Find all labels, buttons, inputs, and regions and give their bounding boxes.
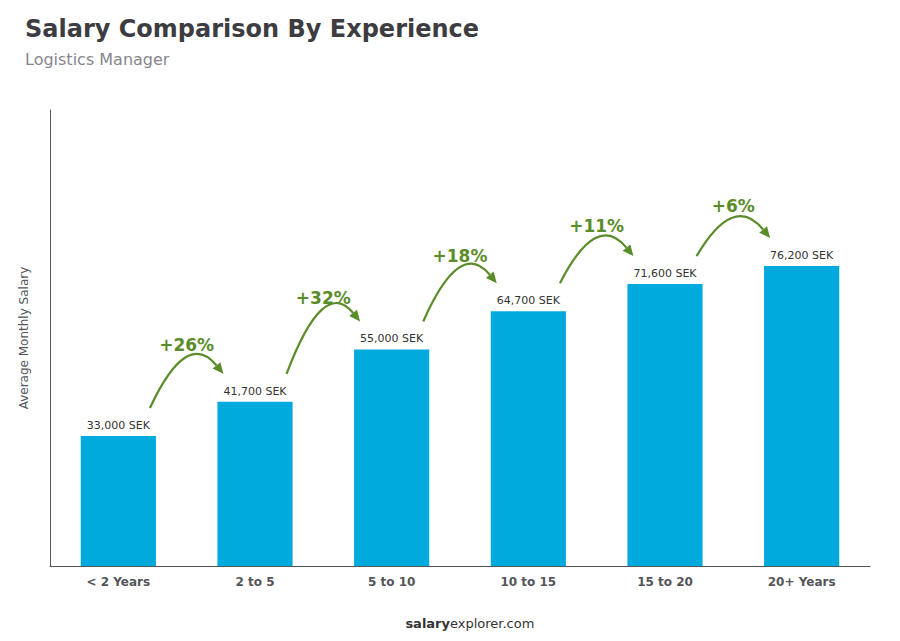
svg-text:10 to 15: 10 to 15: [500, 575, 556, 589]
svg-text:Logistics Manager: Logistics Manager: [25, 50, 170, 69]
svg-text:Salary Comparison By Experienc: Salary Comparison By Experience: [25, 15, 479, 43]
svg-text:salary: salary: [405, 616, 450, 631]
svg-text:64,700 SEK: 64,700 SEK: [497, 294, 561, 307]
svg-text:+32%: +32%: [296, 288, 351, 308]
svg-text:+11%: +11%: [569, 216, 624, 236]
svg-text:41,700 SEK: 41,700 SEK: [223, 385, 287, 398]
svg-text:15 to 20: 15 to 20: [637, 575, 693, 589]
svg-text:5 to 10: 5 to 10: [368, 575, 415, 589]
svg-text:explorer.com: explorer.com: [450, 616, 534, 631]
svg-text:Average Monthly Salary: Average Monthly Salary: [17, 267, 31, 410]
svg-text:+6%: +6%: [712, 196, 755, 216]
svg-text:2 to 5: 2 to 5: [235, 575, 274, 589]
svg-text:20+ Years: 20+ Years: [768, 575, 836, 589]
svg-text:33,000 SEK: 33,000 SEK: [87, 419, 151, 432]
svg-text:+26%: +26%: [159, 335, 214, 355]
svg-text:< 2 Years: < 2 Years: [87, 575, 151, 589]
svg-text:+18%: +18%: [433, 246, 488, 266]
svg-text:76,200 SEK: 76,200 SEK: [770, 249, 834, 262]
svg-text:55,000 SEK: 55,000 SEK: [360, 332, 424, 345]
svg-text:71,600 SEK: 71,600 SEK: [633, 267, 697, 280]
